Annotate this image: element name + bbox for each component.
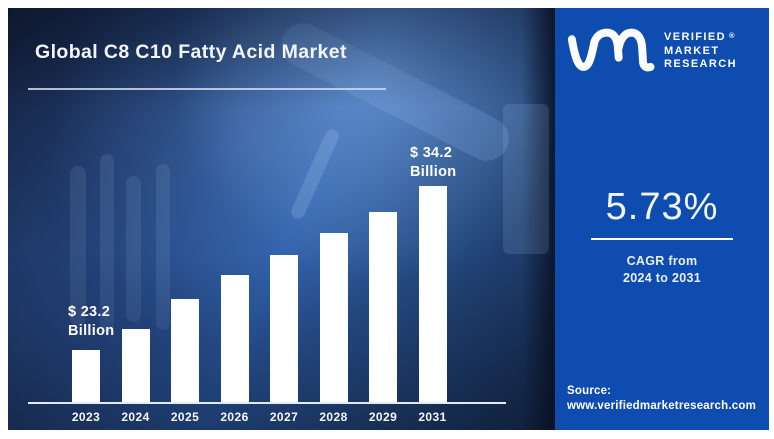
bar-plot: $ 23.2 Billion $ 34.2 Billion 2023 2024 20… [8, 8, 555, 430]
lab-beaker-shape [503, 104, 549, 254]
x-tick-2024: 2024 [121, 410, 150, 424]
annotation-value: $ 23.2 [68, 304, 111, 320]
lab-test-tube-shape [100, 154, 114, 332]
brand-line-verified: VERIFIED [664, 31, 726, 43]
x-tick-2031: 2031 [418, 410, 447, 424]
cagr-caption-line1: CAGR from [626, 254, 698, 268]
title-underline [28, 88, 386, 90]
bar-2026 [220, 275, 249, 402]
brand-logo: VERIFIED ® MARKET RESEARCH [566, 28, 737, 72]
chart-title: Global C8 C10 Fatty Acid Market [35, 41, 347, 64]
brand-wordmark: VERIFIED ® MARKET RESEARCH [664, 28, 737, 72]
chart-panel: Global C8 C10 Fatty Acid Market $ 23.2 B… [8, 8, 555, 430]
value-annotation-2023: $ 23.2 Billion [68, 303, 114, 341]
bar-2025 [171, 299, 199, 402]
bar-2029 [369, 212, 397, 402]
source-block: Source: www.verifiedmarketresearch.com [567, 384, 756, 414]
registered-mark: ® [728, 31, 735, 40]
x-tick-2028: 2028 [319, 410, 348, 424]
bar-2027 [270, 255, 298, 402]
x-tick-2029: 2029 [368, 410, 398, 424]
lab-test-tube-shape [126, 176, 141, 322]
annotation-value: $ 34.2 [410, 145, 453, 161]
bar-2024 [121, 329, 150, 402]
cagr-block: 5.73% CAGR from 2024 to 2031 [555, 186, 769, 287]
x-tick-2026: 2026 [220, 410, 249, 424]
value-annotation-2031: $ 34.2 Billion [410, 144, 456, 182]
vm-monogram-icon [567, 28, 655, 72]
bar-2023 [72, 350, 100, 402]
source-url: www.verifiedmarketresearch.com [567, 400, 757, 412]
cagr-underline [591, 238, 733, 240]
brand-line-market: MARKET [664, 44, 720, 57]
annotation-unit: Billion [68, 323, 115, 339]
bar-2031 [418, 186, 447, 402]
bar-2028 [319, 233, 348, 402]
x-axis-baseline [28, 402, 506, 404]
cagr-caption-line2: 2024 to 2031 [623, 271, 701, 285]
x-tick-2027: 2027 [269, 410, 299, 424]
cagr-value: 5.73% [605, 186, 719, 228]
brand-line-research: RESEARCH [664, 58, 737, 70]
source-label: Source: [567, 385, 612, 397]
x-tick-2025: 2025 [170, 410, 200, 424]
lab-test-tube-shape [156, 164, 170, 330]
lab-test-tube-shape [70, 166, 86, 326]
annotation-unit: Billion [410, 164, 457, 180]
x-tick-2023: 2023 [71, 410, 101, 424]
info-panel: VERIFIED ® MARKET RESEARCH 5.73% CAGR fro… [555, 8, 769, 430]
